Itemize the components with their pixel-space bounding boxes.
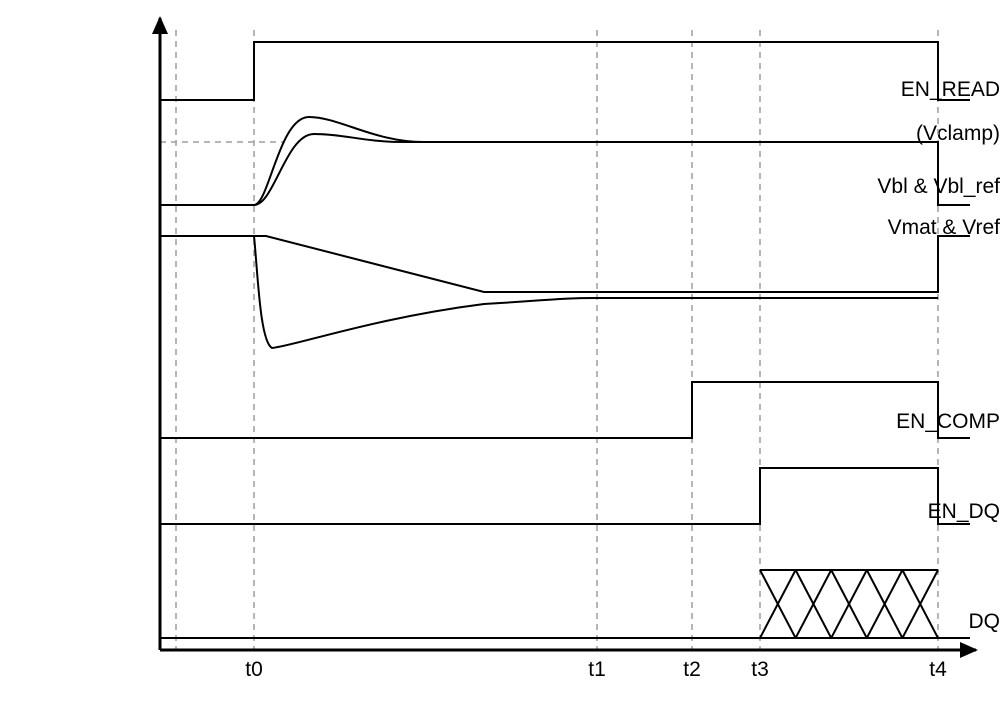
timing-svg: [0, 0, 1000, 715]
timing-diagram: EN_READ (Vclamp) Vbl & Vbl_ref Vmat & Vr…: [0, 0, 1000, 715]
